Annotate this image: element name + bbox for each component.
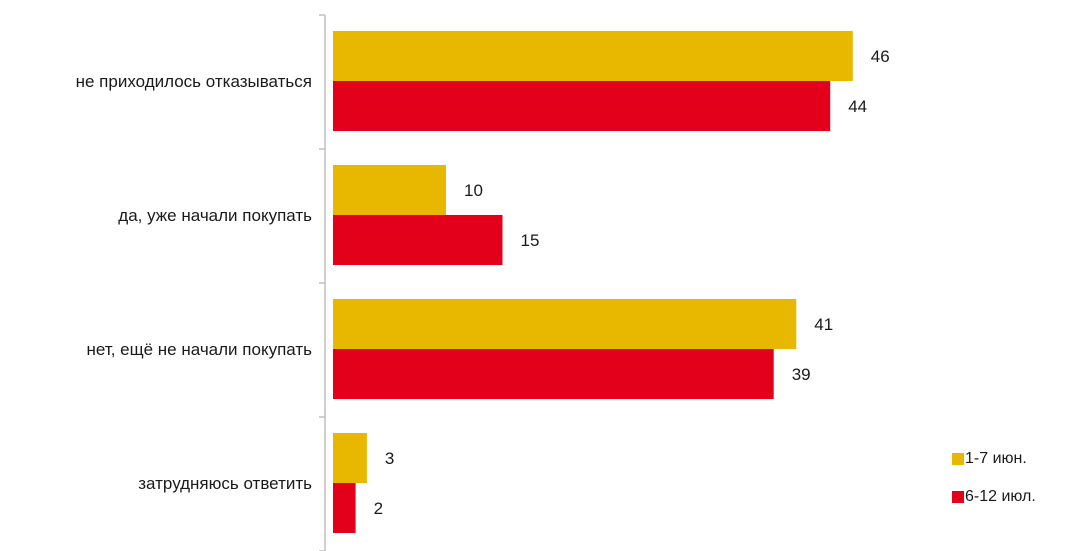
bars — [333, 31, 853, 533]
category-label: да, уже начали покупать — [118, 206, 312, 225]
bar-series-1 — [333, 299, 797, 349]
category-axis-ticks — [319, 14, 325, 551]
value-label: 44 — [848, 97, 867, 116]
legend-swatch-series-1 — [952, 453, 964, 465]
bar-series-2 — [333, 81, 831, 131]
category-label: не приходилось отказываться — [76, 72, 312, 91]
bar-series-1 — [333, 31, 853, 81]
legend-label-series-1: 1-7 июн. — [965, 450, 1027, 467]
category-labels: не приходилось отказываться да, уже начал… — [76, 72, 313, 493]
bar-series-1 — [333, 433, 367, 483]
value-label: 10 — [464, 181, 483, 200]
category-label: нет, ещё не начали покупать — [87, 340, 313, 359]
legend-item-series-1: 1-7 июн. — [952, 449, 1036, 469]
value-label: 3 — [385, 449, 394, 468]
legend-swatch-series-2 — [952, 491, 964, 503]
legend: 1-7 июн. 6-12 июл. — [952, 449, 1036, 525]
bar-series-1 — [333, 165, 446, 215]
value-label: 2 — [374, 499, 383, 518]
value-label: 15 — [521, 231, 540, 250]
bar-series-2 — [333, 349, 774, 399]
legend-label-series-2: 6-12 июл. — [965, 488, 1036, 505]
value-label: 41 — [814, 315, 833, 334]
value-label: 39 — [792, 365, 811, 384]
bar-series-2 — [333, 483, 356, 533]
category-label: затрудняюсь ответить — [138, 474, 312, 493]
legend-item-series-2: 6-12 июл. — [952, 487, 1036, 507]
value-labels: 46 44 10 15 41 39 3 2 — [374, 47, 890, 518]
value-label: 46 — [871, 47, 890, 66]
bar-series-2 — [333, 215, 503, 265]
